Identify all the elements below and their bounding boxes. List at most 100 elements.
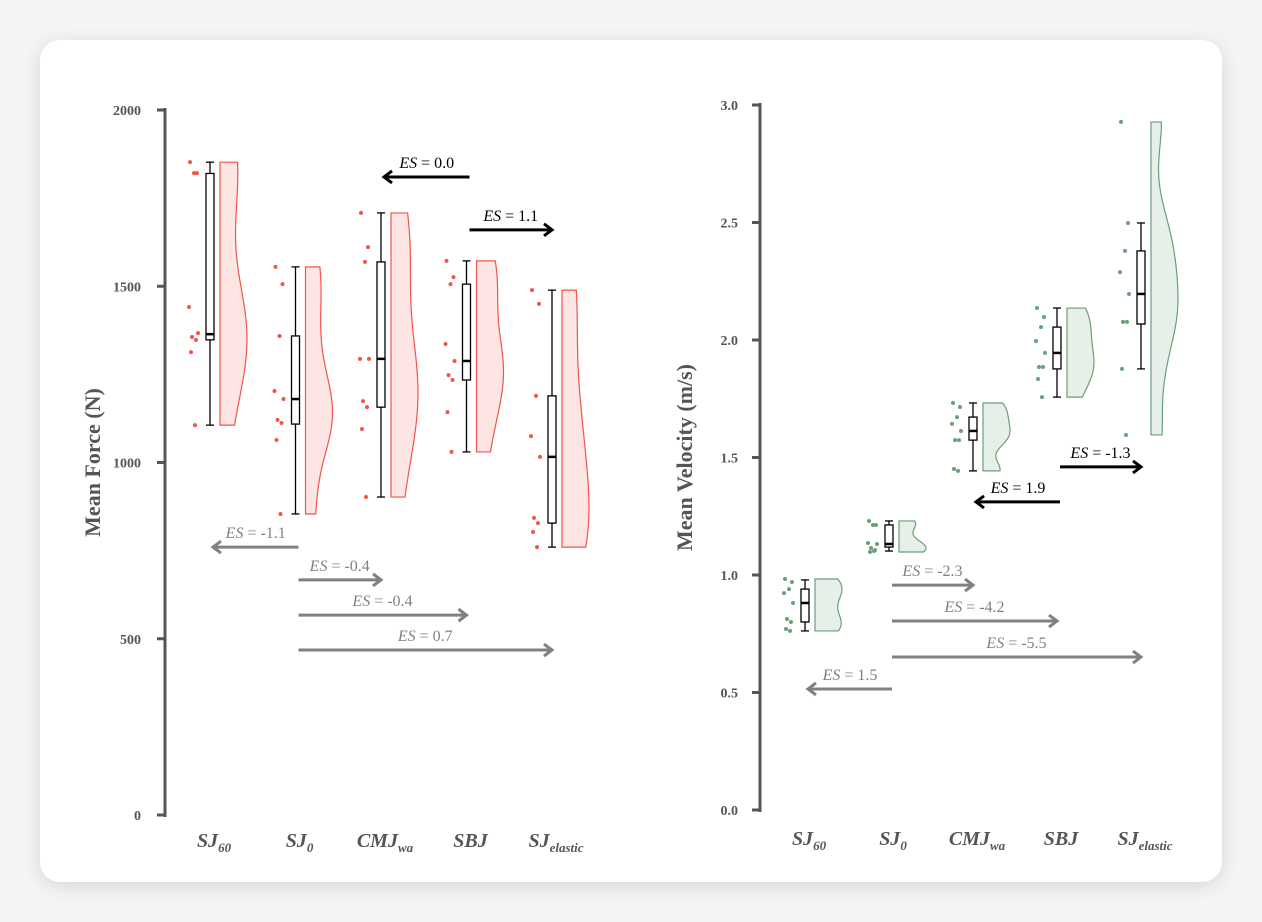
effect-size-annotation: ES = -2.3 — [892, 563, 976, 593]
data-point — [451, 275, 456, 280]
raincloud-5 — [1118, 119, 1179, 437]
data-point — [955, 415, 959, 420]
data-point — [952, 467, 956, 472]
category-name: SBJ — [453, 830, 488, 852]
es-symbol: ES — [822, 667, 841, 684]
violin-half — [898, 520, 927, 553]
effect-size-label: ES = -0.4 — [351, 593, 412, 610]
x-tick-label: CMJwa — [357, 830, 414, 855]
arrowhead-icon — [543, 222, 555, 238]
y-tick-label: 1000 — [113, 457, 141, 472]
y-tick-label: 2.5 — [721, 217, 739, 232]
es-value: = -1.1 — [243, 525, 285, 542]
data-point — [785, 616, 789, 621]
category-name: CMJ — [357, 830, 399, 852]
arrowhead-icon — [973, 494, 985, 510]
effect-size-annotation: ES = -4.2 — [892, 599, 1060, 629]
category-subscript: 0 — [307, 840, 314, 855]
effect-size-label: ES = 1.9 — [990, 480, 1046, 497]
data-point — [279, 421, 284, 426]
category-name: SJ — [197, 830, 219, 852]
data-point — [874, 522, 878, 527]
category-name: SJ — [286, 830, 308, 852]
effect-size-label: ES = 1.1 — [482, 208, 538, 225]
effect-size-label: ES = -2.3 — [901, 563, 962, 580]
data-point — [449, 449, 454, 454]
data-point — [194, 337, 198, 342]
category-name: SJ — [879, 828, 901, 850]
category-subscript: elastic — [550, 840, 584, 855]
data-point — [1040, 395, 1044, 400]
y-tick-label: 0 — [134, 809, 141, 824]
arrowhead-icon — [543, 642, 555, 658]
data-point — [274, 437, 279, 442]
data-point — [1124, 432, 1128, 437]
violin-half — [390, 212, 419, 498]
x-tick-label: SJ0 — [879, 828, 907, 853]
data-point — [359, 210, 363, 215]
category-subscript: elastic — [1139, 838, 1173, 853]
es-value: = -5.5 — [1004, 635, 1046, 652]
data-point — [1039, 325, 1043, 330]
data-point — [531, 529, 535, 534]
x-tick-label: SJ0 — [286, 830, 314, 855]
data-point — [529, 434, 533, 439]
es-symbol: ES — [990, 480, 1009, 497]
violin-half — [219, 161, 248, 426]
data-point — [192, 171, 196, 176]
es-symbol: ES — [397, 628, 416, 645]
y-tick-label: 0.5 — [721, 687, 739, 702]
data-point — [1123, 248, 1127, 253]
data-point — [273, 264, 278, 269]
y-axis-title: Mean Force (N) — [80, 388, 105, 537]
es-value: = -0.4 — [327, 558, 369, 575]
data-point — [538, 454, 542, 459]
data-point — [277, 333, 282, 338]
data-point — [534, 393, 538, 398]
data-point — [790, 580, 794, 585]
data-point — [532, 515, 536, 520]
data-point — [791, 600, 795, 605]
es-symbol: ES — [901, 563, 920, 580]
effect-size-label: ES = -5.5 — [985, 635, 1046, 652]
box — [884, 524, 894, 548]
data-point — [787, 587, 791, 592]
x-tick-label: SJelastic — [528, 830, 583, 855]
data-point — [789, 620, 793, 624]
data-point — [358, 356, 362, 361]
es-value: = 0.0 — [417, 155, 454, 172]
data-point — [445, 410, 450, 415]
category-subscript: 60 — [813, 838, 827, 853]
data-point — [189, 350, 193, 355]
data-point — [1036, 377, 1040, 382]
category-name: SJ — [528, 830, 550, 852]
effect-size-label: ES = 1.5 — [822, 667, 878, 684]
es-symbol: ES — [482, 208, 501, 225]
y-tick-label: 0.0 — [721, 804, 739, 819]
raincloud-2 — [272, 264, 334, 516]
data-point — [953, 438, 957, 443]
effect-size-annotation: ES = -0.4 — [298, 593, 469, 623]
data-point — [1126, 220, 1130, 225]
arrowhead-icon — [457, 607, 469, 623]
effect-size-annotation: ES = 0.0 — [381, 155, 470, 185]
violin-half — [561, 289, 590, 548]
raincloud-3 — [358, 210, 419, 500]
category-name: CMJ — [949, 828, 991, 850]
category-subscript: 60 — [218, 840, 232, 855]
effect-size-label: ES = -1.3 — [1069, 445, 1130, 462]
box — [968, 416, 978, 441]
data-point — [275, 417, 280, 422]
data-point — [195, 171, 199, 176]
data-point — [782, 591, 786, 596]
chart-2: 0.0 0.5 1.0 1.5 2.0 2.5 3.0 Mean Velocity (m/s)… — [672, 99, 1179, 853]
data-point — [1037, 365, 1041, 370]
violin-half — [982, 402, 1011, 472]
data-point — [958, 404, 962, 409]
box — [290, 335, 301, 425]
raincloud-1 — [782, 576, 843, 633]
es-value: = -4.2 — [962, 599, 1004, 616]
data-point — [869, 545, 873, 550]
arrowhead-icon — [210, 539, 222, 555]
